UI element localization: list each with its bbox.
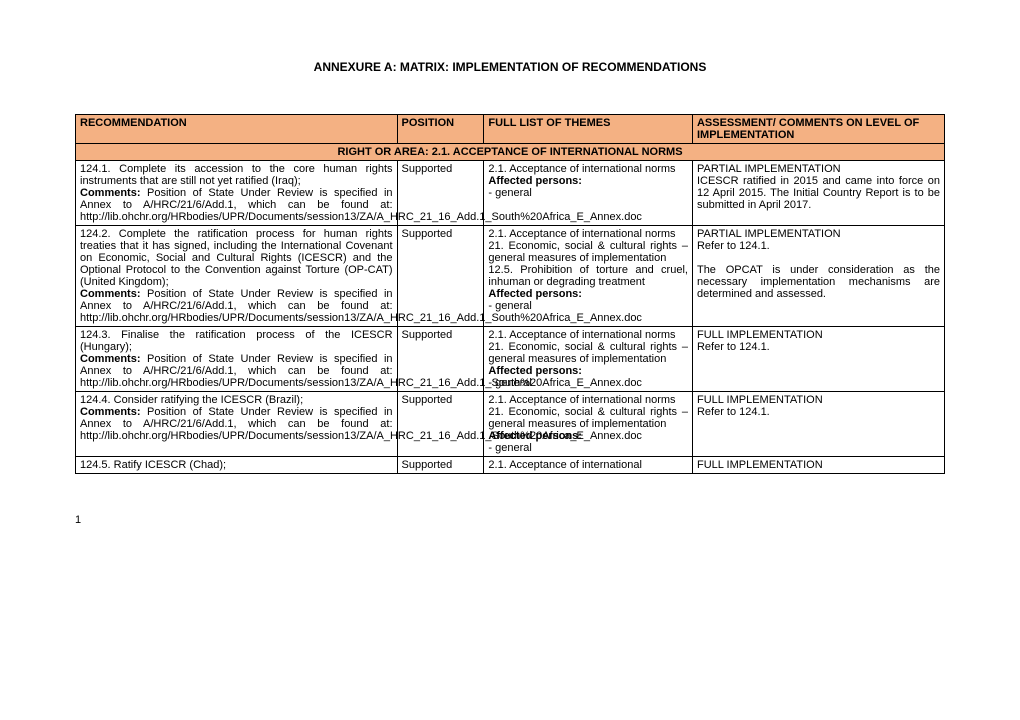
header-row: RECOMMENDATION POSITION FULL LIST OF THE…	[76, 115, 945, 144]
affected-text: - general	[488, 187, 531, 199]
theme-text: 12.5. Prohibition of torture and cruel, …	[488, 264, 688, 288]
theme-text: 2.1. Acceptance of international norms	[488, 163, 675, 175]
section-row: RIGHT OR AREA: 2.1. ACCEPTANCE OF INTERN…	[76, 144, 945, 161]
position-cell: Supported	[397, 457, 484, 474]
affected-label: Affected persons:	[488, 430, 582, 442]
header-position: POSITION	[397, 115, 484, 144]
position-cell: Supported	[397, 392, 484, 457]
theme-text: 2.1. Acceptance of international	[488, 459, 642, 471]
assessment-cell: FULL IMPLEMENTATION	[692, 457, 944, 474]
comments-label: Comments:	[80, 187, 141, 199]
header-assessment: ASSESSMENT/ COMMENTS ON LEVEL OF IMPLEME…	[692, 115, 944, 144]
rec-text: 124.1. Complete its accession to the cor…	[80, 163, 393, 187]
rec-text: 124.2. Complete the ratification process…	[80, 228, 393, 288]
affected-label: Affected persons:	[488, 288, 582, 300]
theme-text: 2.1. Acceptance of international norms	[488, 329, 675, 341]
affected-label: Affected persons:	[488, 365, 582, 377]
assessment-cell: PARTIAL IMPLEMENTATION Refer to 124.1. T…	[692, 226, 944, 327]
rec-text: 124.4. Consider ratifying the ICESCR (Br…	[80, 394, 303, 406]
assessment-cell: FULL IMPLEMENTATION Refer to 124.1.	[692, 392, 944, 457]
rec-text: 124.5. Ratify ICESCR (Chad);	[80, 459, 226, 471]
theme-text: 2.1. Acceptance of international norms	[488, 394, 675, 406]
table-row: 124.2. Complete the ratification process…	[76, 226, 945, 327]
recommendation-cell: 124.5. Ratify ICESCR (Chad);	[76, 457, 398, 474]
matrix-table: RECOMMENDATION POSITION FULL LIST OF THE…	[75, 114, 945, 474]
assessment-cell: FULL IMPLEMENTATION Refer to 124.1.	[692, 327, 944, 392]
header-recommendation: RECOMMENDATION	[76, 115, 398, 144]
comments-label: Comments:	[80, 288, 141, 300]
affected-text: - general	[488, 442, 531, 454]
table-row: 124.4. Consider ratifying the ICESCR (Br…	[76, 392, 945, 457]
recommendation-cell: 124.3. Finalise the ratification process…	[76, 327, 398, 392]
affected-label: Affected persons:	[488, 175, 582, 187]
recommendation-cell: 124.2. Complete the ratification process…	[76, 226, 398, 327]
assessment-cell: PARTIAL IMPLEMENTATION ICESCR ratified i…	[692, 161, 944, 226]
comments-label: Comments:	[80, 353, 141, 365]
table-row: 124.3. Finalise the ratification process…	[76, 327, 945, 392]
header-themes: FULL LIST OF THEMES	[484, 115, 693, 144]
themes-cell: 2.1. Acceptance of international	[484, 457, 693, 474]
affected-text: - general	[488, 300, 531, 312]
recommendation-cell: 124.4. Consider ratifying the ICESCR (Br…	[76, 392, 398, 457]
document-title: ANNEXURE A: MATRIX: IMPLEMENTATION OF RE…	[75, 60, 945, 74]
theme-text: 21. Economic, social & cultural rights –…	[488, 406, 688, 430]
themes-cell: 2.1. Acceptance of international norms 2…	[484, 392, 693, 457]
section-header: RIGHT OR AREA: 2.1. ACCEPTANCE OF INTERN…	[76, 144, 945, 161]
rec-text: 124.3. Finalise the ratification process…	[80, 329, 393, 353]
theme-text: 21. Economic, social & cultural rights –…	[488, 240, 688, 264]
affected-text: - general	[488, 377, 531, 389]
comments-label: Comments:	[80, 406, 141, 418]
theme-text: 2.1. Acceptance of international norms	[488, 228, 675, 240]
recommendation-cell: 124.1. Complete its accession to the cor…	[76, 161, 398, 226]
table-row: 124.1. Complete its accession to the cor…	[76, 161, 945, 226]
page-number: 1	[75, 514, 945, 526]
table-row: 124.5. Ratify ICESCR (Chad); Supported 2…	[76, 457, 945, 474]
theme-text: 21. Economic, social & cultural rights –…	[488, 341, 688, 365]
